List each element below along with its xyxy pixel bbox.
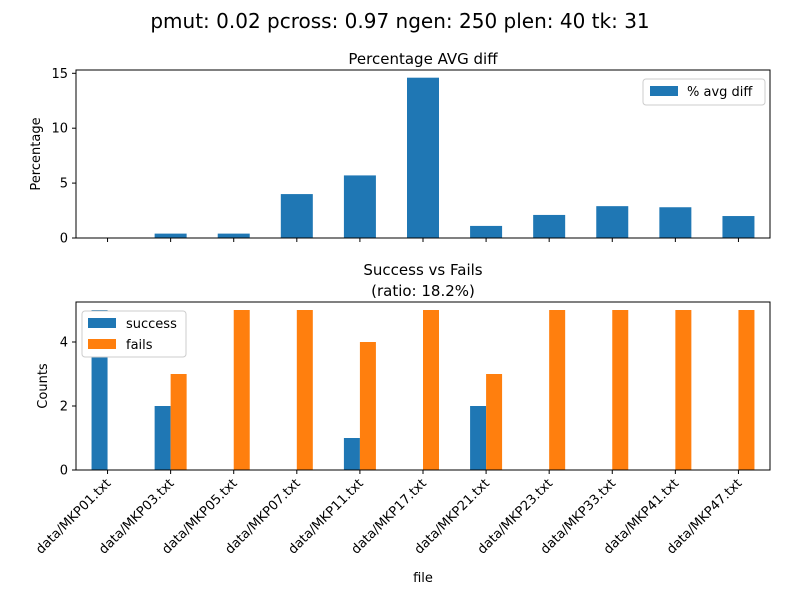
bar-fails-8 <box>612 310 629 470</box>
bar--avg-diff-6 <box>470 225 503 238</box>
y-tick-label: 10 <box>51 122 68 137</box>
chart2-y-ticks: 0 2 4 <box>60 336 76 479</box>
chart1-title: Percentage AVG diff <box>348 50 498 68</box>
chart1-legend: % avg diff <box>642 78 766 106</box>
bar-fails-2 <box>233 310 250 470</box>
chart2-legend-label-fails: fails <box>126 338 153 353</box>
chart2-title: Success vs Fails <box>363 261 482 279</box>
y-tick-label: 2 <box>60 400 68 415</box>
chart2-x-ticks: data/MKP01.txtdata/MKP03.txtdata/MKP05.t… <box>33 470 745 557</box>
bar-success-6 <box>470 406 487 470</box>
bar-fails-3 <box>296 310 313 470</box>
chart1-bars <box>154 77 755 238</box>
y-tick-label: 4 <box>60 336 68 351</box>
chart2-ylabel: Counts <box>36 363 51 409</box>
chart2-xlabel: file <box>413 571 433 586</box>
chart2-bars <box>91 310 755 470</box>
bar--avg-diff-5 <box>407 77 439 238</box>
bar-fails-5 <box>423 310 439 470</box>
bar-fails-1 <box>170 374 187 470</box>
bar--avg-diff-7 <box>533 214 566 238</box>
bar--avg-diff-10 <box>722 216 755 238</box>
y-tick-label: 5 <box>60 177 68 192</box>
bar--avg-diff-3 <box>280 194 313 238</box>
bar--avg-diff-4 <box>343 175 376 238</box>
bar-fails-6 <box>486 374 503 470</box>
bar--avg-diff-2 <box>217 233 250 238</box>
figure-suptitle: pmut: 0.02 pcross: 0.97 ngen: 250 plen: … <box>150 9 649 33</box>
bar-success-4 <box>343 438 360 470</box>
bar-success-1 <box>154 406 171 470</box>
y-tick-label: 0 <box>60 464 68 479</box>
chart1-y-ticks: 0 5 10 15 <box>51 67 76 247</box>
bar-fails-9 <box>675 310 692 470</box>
chart2-legend: success fails <box>81 310 187 358</box>
y-tick-label: 0 <box>60 232 68 247</box>
bar--avg-diff-9 <box>659 207 692 238</box>
chart-percentage-avg-diff: Percentage AVG diff 0 5 10 15 Percentage % … <box>29 50 771 247</box>
chart2-legend-swatch-success <box>88 318 116 328</box>
chart2-legend-swatch-fails <box>88 339 116 349</box>
bar-fails-10 <box>738 310 755 470</box>
chart1-legend-box <box>642 78 766 106</box>
chart1-ylabel: Percentage <box>29 117 44 190</box>
chart2-legend-label-success: success <box>126 317 177 332</box>
y-tick-label: 15 <box>51 67 68 82</box>
chart1-legend-swatch <box>650 86 678 96</box>
chart2-subtitle: (ratio: 18.2%) <box>371 282 475 300</box>
bar--avg-diff-1 <box>154 233 187 238</box>
bar--avg-diff-8 <box>596 206 629 238</box>
bar-fails-7 <box>549 310 566 470</box>
chart1-legend-label: % avg diff <box>687 85 753 100</box>
chart-success-vs-fails: Success vs Fails (ratio: 18.2%) 0 2 4 data… <box>33 261 771 586</box>
chart1-x-ticks <box>107 238 739 242</box>
bar-fails-4 <box>359 342 376 470</box>
